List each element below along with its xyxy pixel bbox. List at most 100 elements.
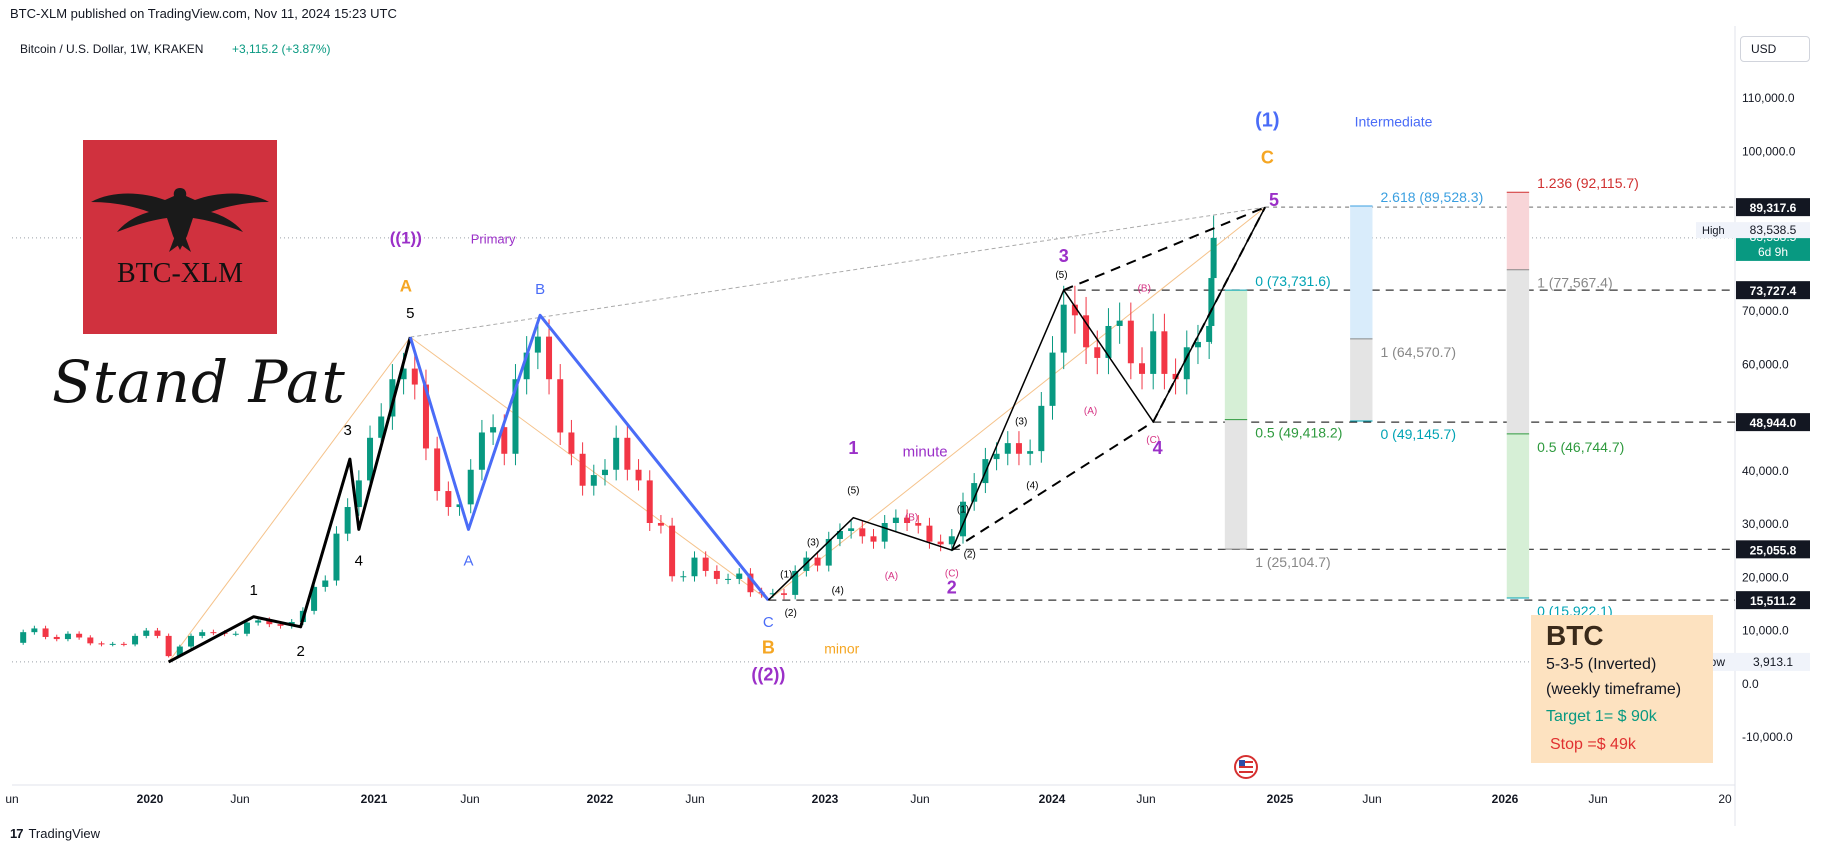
eagle-icon	[91, 188, 269, 252]
price-badge-label: 73,727.4	[1750, 284, 1797, 298]
candle-body	[725, 578, 732, 580]
candle-body	[1172, 373, 1179, 380]
helper-line-orange	[168, 336, 411, 663]
candle-body	[53, 636, 60, 640]
candle-body	[422, 384, 429, 449]
price-badge	[1736, 413, 1810, 432]
wave-label: 2	[947, 577, 957, 597]
price-badge-label: 89,317.6	[1750, 201, 1797, 215]
high-tag	[1696, 222, 1810, 239]
wave-label: Intermediate	[1355, 113, 1433, 129]
x-tick-label: Jun	[685, 792, 704, 806]
candle-body	[501, 427, 508, 454]
wave-label: 3	[1059, 246, 1069, 266]
wave-label: (2)	[785, 608, 797, 619]
high-tag-label: High	[1702, 225, 1725, 237]
y-tick-label: 20,000.0	[1742, 570, 1789, 584]
logo-text: BTC-XLM	[117, 258, 243, 289]
low-tag	[1698, 652, 1810, 671]
candle-body	[624, 437, 631, 470]
wave-label: (5)	[847, 486, 859, 497]
helper-line-orange	[768, 206, 1266, 601]
y-tick-label: 100,000.0	[1742, 144, 1796, 158]
y-tick-label: 40,000.0	[1742, 464, 1789, 478]
elliott-wave-1	[408, 313, 770, 602]
y-tick-label: -10,000.0	[1742, 730, 1793, 744]
candle-body	[747, 573, 754, 593]
candle-body	[132, 635, 139, 645]
wave-label: minute	[903, 443, 948, 460]
candle-body	[378, 416, 385, 438]
wave-label: (1)	[1255, 109, 1279, 131]
price-badge	[1736, 540, 1810, 559]
wave-channel-1	[951, 206, 1266, 552]
candle-body	[1049, 352, 1056, 406]
candle-body	[590, 475, 597, 486]
price-badge-label: 15,511.2	[1750, 594, 1796, 608]
wave-label: (B)	[905, 512, 918, 523]
fib-level-label: 2.618 (89,528.3)	[1380, 189, 1483, 205]
x-tick-label: Jun	[460, 792, 479, 806]
candle-body	[568, 432, 575, 454]
candle-body	[1071, 304, 1078, 316]
info-line-target: Target 1= $ 90k	[1546, 708, 1657, 725]
price-change: +3,115.2 (+3.87%)	[232, 42, 331, 56]
candle-body	[143, 630, 150, 636]
symbol-line: Bitcoin / U.S. Dollar, 1W, KRAKEN	[20, 42, 203, 56]
fib-zone-1-0	[1350, 206, 1373, 339]
x-tick-label: 2024	[1039, 792, 1066, 806]
price-chart[interactable]: Bitcoin / U.S. Dollar, 1W, KRAKEN +3,115.…	[0, 26, 1824, 826]
candle-body	[601, 469, 608, 476]
wave-label: (A)	[885, 571, 898, 582]
info-line-stop: Stop =$ 49k	[1550, 736, 1636, 753]
candle-body	[680, 576, 687, 578]
candle-body	[64, 633, 71, 640]
candle-body	[42, 628, 49, 637]
wave-label: 2	[296, 643, 304, 660]
wave-label: A	[400, 276, 412, 295]
candle-body	[20, 632, 27, 643]
candle-body	[1206, 325, 1213, 342]
wave-label: 4	[355, 553, 363, 570]
candle-body	[154, 630, 161, 636]
currency-button[interactable]: USD	[1740, 36, 1810, 62]
wave-label: 1	[848, 438, 858, 458]
wave-label: (C)	[1146, 435, 1160, 446]
candle-body	[892, 517, 899, 523]
fib-zone-2-1	[1506, 269, 1530, 434]
candle-body	[635, 469, 642, 481]
candle-body	[1015, 443, 1022, 454]
price-badge	[1736, 281, 1810, 300]
candle-body	[769, 593, 776, 595]
candle-body	[859, 528, 866, 537]
x-tick-label: 2022	[587, 792, 614, 806]
candle-body	[109, 643, 116, 645]
fib-zone-2-2	[1506, 433, 1530, 598]
candle-body	[31, 628, 38, 633]
candle-body	[1094, 347, 1101, 358]
candle-body	[657, 523, 664, 526]
candle-body	[926, 525, 933, 542]
wave-label: 5	[1269, 190, 1279, 210]
candle-body	[1210, 237, 1217, 279]
wave-label: C	[1261, 148, 1274, 168]
candle-body	[613, 437, 620, 470]
fib-zone-0-1	[1224, 419, 1248, 550]
wave-label: Primary	[471, 231, 516, 246]
wave-label: (5)	[1055, 270, 1067, 281]
candle-body	[993, 453, 1000, 460]
fib-zone-1-1	[1350, 338, 1373, 422]
candle-body	[825, 538, 832, 566]
x-tick-label: Jun	[1588, 792, 1607, 806]
candle-body	[120, 643, 127, 645]
candle-body	[904, 517, 911, 523]
footer-brand: TradingView	[28, 826, 101, 841]
fib-level-label: 0 (73,731.6)	[1255, 273, 1331, 289]
info-box-title: BTC	[1546, 620, 1604, 651]
candle-body	[1194, 341, 1201, 348]
candle-body	[98, 643, 105, 645]
candle-body	[848, 528, 855, 531]
candle-body	[836, 530, 843, 539]
candle-body	[434, 448, 441, 492]
candle-body	[646, 480, 653, 523]
